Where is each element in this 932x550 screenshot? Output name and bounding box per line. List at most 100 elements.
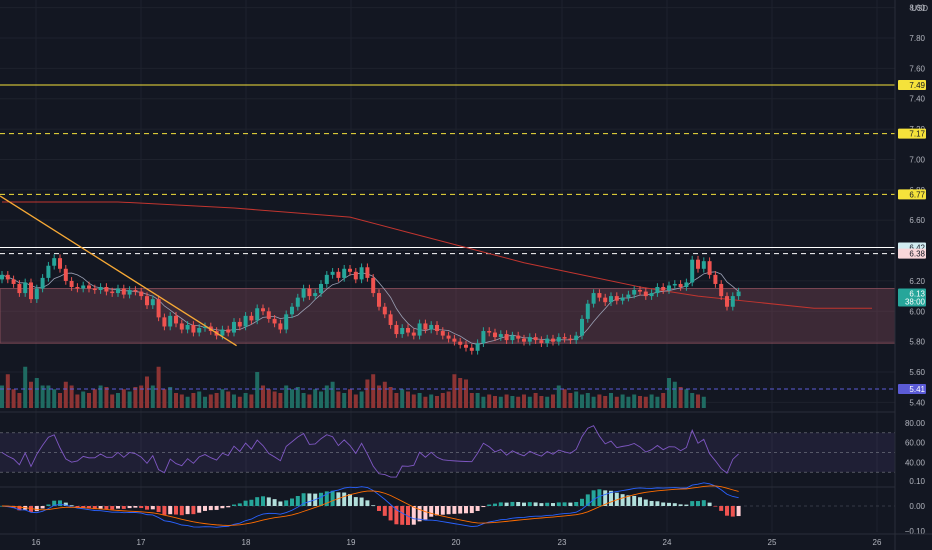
candle-body bbox=[104, 287, 109, 292]
macd-hist-bar bbox=[411, 506, 416, 525]
candle-body bbox=[388, 314, 393, 325]
macd-hist-bar bbox=[464, 506, 468, 514]
candle-body bbox=[632, 290, 637, 295]
candle-body bbox=[11, 279, 16, 284]
price-tick-label: 8.00 bbox=[909, 4, 925, 13]
trendline-line bbox=[0, 195, 237, 347]
volume-bar bbox=[388, 387, 393, 408]
level-tag-6.77-bg bbox=[898, 189, 926, 200]
volume-bar bbox=[121, 389, 126, 408]
macd-hist-bar bbox=[719, 506, 724, 511]
volume-bar bbox=[667, 378, 671, 408]
macd-hist-bar bbox=[301, 493, 306, 506]
volume-bar bbox=[406, 391, 410, 408]
volume-bar bbox=[301, 393, 306, 408]
volume-bar bbox=[0, 385, 4, 408]
volume-bar bbox=[284, 385, 289, 408]
macd-hist-bar bbox=[469, 506, 474, 514]
macd-hist-bar bbox=[487, 504, 492, 506]
volume-bar bbox=[208, 394, 213, 408]
volume-bar bbox=[701, 396, 706, 408]
candle-body bbox=[174, 315, 178, 324]
candle-body bbox=[446, 335, 451, 339]
candle-body bbox=[481, 331, 486, 344]
macd-hist-bar bbox=[191, 506, 196, 515]
candle-body bbox=[255, 308, 260, 321]
support-zone-rect bbox=[0, 288, 896, 344]
candle-body bbox=[98, 287, 103, 291]
macd-hist-bar bbox=[603, 490, 608, 506]
candle-body bbox=[23, 282, 28, 294]
macd-hist-bar bbox=[736, 506, 741, 517]
price-tick-label: 6.00 bbox=[909, 307, 925, 316]
macd-hist-bar bbox=[388, 506, 393, 521]
macd-hist-bar bbox=[104, 506, 109, 510]
macd-hist-bar bbox=[423, 506, 428, 520]
candle-body bbox=[696, 259, 700, 269]
macd-hist-bar bbox=[684, 504, 689, 506]
macd-hist-bar bbox=[394, 506, 399, 525]
volume-bar bbox=[440, 393, 445, 408]
candle-body bbox=[121, 288, 126, 295]
macd-hist-bar bbox=[527, 502, 532, 506]
macd-hist-bar bbox=[435, 506, 439, 516]
macd-hist-bar bbox=[551, 503, 555, 506]
macd-pane bbox=[0, 482, 932, 528]
volume-bar bbox=[487, 394, 492, 408]
macd-hist-bar bbox=[458, 506, 463, 514]
candle-body bbox=[162, 317, 167, 327]
macd-hist-bar bbox=[168, 506, 173, 515]
macd-hist-bar bbox=[371, 505, 376, 506]
macd-hist-bar bbox=[266, 497, 271, 506]
volume-bar bbox=[162, 389, 167, 408]
macd-hist-bar bbox=[614, 492, 619, 506]
candle-body bbox=[133, 290, 138, 292]
time-tick-label: 26 bbox=[873, 538, 882, 547]
candle-body bbox=[5, 274, 10, 280]
macd-hist-bar bbox=[150, 506, 155, 510]
macd-hist-bar bbox=[609, 490, 613, 506]
time-axis[interactable]: 16 17 18 19 20 23 24 25 26 bbox=[0, 533, 932, 547]
candle-body bbox=[63, 268, 68, 281]
candle-body bbox=[655, 287, 660, 294]
candle-body bbox=[382, 306, 387, 315]
candle-body bbox=[684, 282, 689, 287]
candle-body bbox=[69, 280, 74, 287]
candle-body bbox=[661, 287, 666, 291]
candle-body bbox=[464, 344, 468, 348]
volume-bar bbox=[255, 372, 260, 408]
macd-hist-bar bbox=[440, 506, 445, 515]
macd-hist-bar bbox=[481, 506, 486, 508]
volume-bar bbox=[469, 393, 474, 408]
macd-hist-bar bbox=[348, 494, 352, 506]
volume-bar bbox=[684, 389, 689, 408]
volume-bar bbox=[551, 394, 555, 408]
volume-bar bbox=[168, 387, 173, 408]
candle-body bbox=[58, 258, 62, 269]
price-axis[interactable]: USD8.007.807.607.407.207.006.806.606.406… bbox=[894, 0, 932, 550]
volume-bar bbox=[17, 393, 22, 408]
volume-bar bbox=[52, 389, 57, 408]
candle-body bbox=[272, 318, 277, 324]
level-tag-7.49: 7.49 bbox=[909, 81, 925, 90]
volume-bar bbox=[220, 389, 225, 408]
candle-body bbox=[487, 331, 492, 333]
macd-hist-bar bbox=[243, 500, 248, 506]
candle-body bbox=[417, 323, 422, 336]
volume-bar bbox=[417, 393, 422, 408]
volume-bar bbox=[214, 393, 219, 408]
price-tick-label: 5.60 bbox=[909, 368, 925, 377]
macd-hist-bar bbox=[197, 506, 202, 513]
candle-body bbox=[284, 314, 289, 330]
candle-body bbox=[266, 311, 271, 319]
candle-body bbox=[672, 283, 677, 286]
candle-body bbox=[730, 296, 735, 307]
candle-body bbox=[440, 331, 445, 336]
macd-hist-bar bbox=[290, 498, 294, 506]
candle-body bbox=[353, 271, 358, 280]
volume-bar bbox=[394, 393, 399, 408]
volume-bar bbox=[516, 396, 521, 408]
candle-body bbox=[533, 337, 538, 341]
